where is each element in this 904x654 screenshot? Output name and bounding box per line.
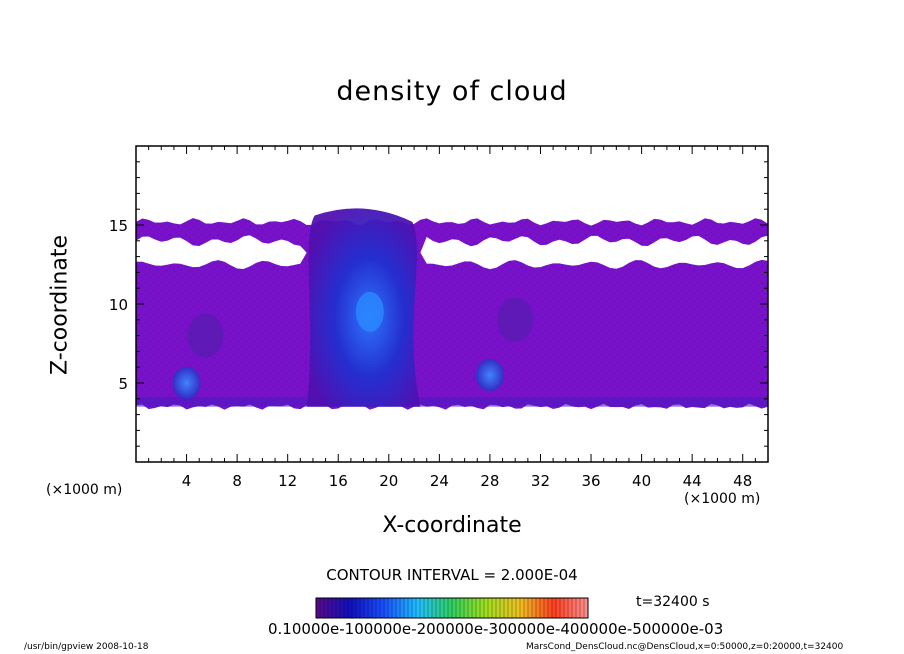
x-tick-label: 44 — [683, 472, 702, 490]
cloud-base-band — [136, 397, 768, 407]
x-tick-label: 8 — [232, 472, 242, 490]
y-tick-label: 5 — [118, 375, 128, 393]
footer-source: MarsCond_DensCloud.nc@DensCloud,x=0:5000… — [526, 642, 844, 652]
tower-core — [355, 291, 384, 332]
clear-band — [136, 235, 768, 270]
x-tick-label: 16 — [329, 472, 348, 490]
y-axis-ticks: 5 10 15 — [109, 161, 768, 447]
x-tick-label: 12 — [278, 472, 297, 490]
x-tick-label: 40 — [632, 472, 651, 490]
x-tick-label: 20 — [379, 472, 398, 490]
x-unit-label-right: (×1000 m) — [684, 491, 761, 507]
footer-program: /usr/bin/gpview 2008-10-18 — [24, 642, 149, 652]
x-tick-label: 4 — [182, 472, 192, 490]
x-tick-label: 36 — [581, 472, 600, 490]
y-tick-label: 15 — [109, 217, 128, 235]
x-axis-ticks: 4 8 12 16 20 24 28 32 36 40 44 48 — [148, 146, 756, 490]
cloud-density-field — [136, 208, 768, 410]
feature-dark-patch — [187, 313, 224, 358]
colorbar-labels: 0.10000e-100000e-200000e-300000e-400000e… — [268, 620, 724, 638]
time-label: t=32400 s — [636, 594, 710, 610]
y-axis-label: Z-coordinate — [47, 235, 73, 375]
chart-title: density of cloud — [336, 76, 568, 107]
x-tick-label: 32 — [531, 472, 550, 490]
y-tick-label: 10 — [109, 296, 128, 314]
feature-blue-patch — [475, 359, 504, 392]
x-axis-label: X-coordinate — [382, 513, 522, 538]
contour-interval: CONTOUR INTERVAL = 2.000E-04 — [326, 566, 578, 584]
x-tick-label: 28 — [480, 472, 499, 490]
feature-dark-patch — [497, 297, 534, 342]
colorbar — [315, 597, 589, 619]
x-unit-label-left: (×1000 m) — [46, 482, 123, 498]
colorbar-border — [315, 597, 589, 619]
x-tick-label: 24 — [430, 472, 449, 490]
feature-blue-patch — [172, 367, 201, 399]
x-tick-label: 48 — [733, 472, 752, 490]
